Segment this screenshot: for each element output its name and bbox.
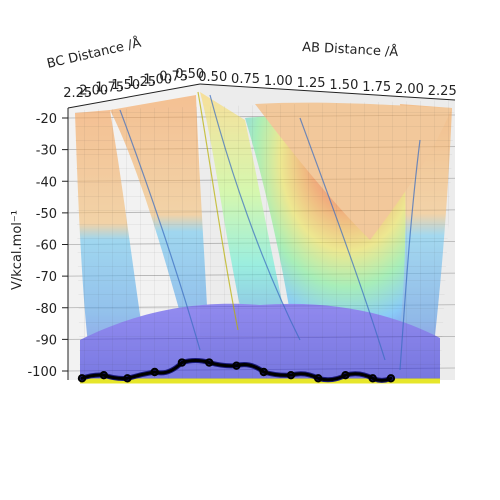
trajectory-path xyxy=(80,359,393,382)
x-tick-label: 2.25 xyxy=(428,84,457,99)
z-tick-label: -100 xyxy=(27,365,57,380)
z-tick-label: -20 xyxy=(36,112,57,127)
x-tick-label: 1.25 xyxy=(297,76,326,91)
trajectory-point xyxy=(314,374,323,383)
y-tick-label: 2.25 xyxy=(63,86,92,101)
trajectory-point xyxy=(368,374,377,383)
y-tick-label: 1.00 xyxy=(143,72,172,87)
x-tick-label: 1.00 xyxy=(264,74,293,89)
top-axes xyxy=(67,83,456,109)
trajectory-line xyxy=(77,358,396,383)
z-tick-label: -60 xyxy=(36,239,57,254)
x-tick-label: 2.00 xyxy=(395,82,424,97)
z-tick-label: -70 xyxy=(36,270,57,285)
y-axis-ticks: 2.252.001.751.501.251.000.750.50 xyxy=(63,67,204,101)
z-tick-label: -40 xyxy=(36,175,57,190)
x-tick-label: 1.75 xyxy=(362,80,391,95)
x-tick-label: 0.75 xyxy=(231,72,260,87)
x-tick-label: 1.50 xyxy=(329,78,358,93)
trajectory-point xyxy=(150,367,159,377)
trajectory-point xyxy=(205,358,214,367)
y-tick-label: 1.25 xyxy=(127,75,156,90)
trajectory-point xyxy=(386,374,396,383)
z-axis-title: V/kcal.mol⁻¹ xyxy=(10,210,25,290)
trajectory-point xyxy=(259,367,268,377)
surface-ridges xyxy=(119,91,421,371)
trajectory-point xyxy=(286,370,296,380)
trajectory-point xyxy=(77,374,87,383)
trajectory-point xyxy=(177,358,187,367)
y-tick-label: 2.00 xyxy=(79,83,108,98)
x-axis-ticks: 0.50 0.75 1.00 1.25 1.50 1.75 2.00 2.25 xyxy=(198,70,456,99)
z-tick-label: -90 xyxy=(36,333,57,348)
trajectory-point xyxy=(341,370,350,380)
y-tick-label: 1.75 xyxy=(95,81,124,96)
x-axis-title: AB Distance /Å xyxy=(302,39,399,60)
z-tick-label: -80 xyxy=(36,302,57,317)
y-tick-label: 1.50 xyxy=(111,78,140,93)
trajectory-point xyxy=(123,374,132,383)
y-tick-label: 0.50 xyxy=(175,67,204,82)
z-tick-label: -50 xyxy=(36,207,57,222)
trajectory-point xyxy=(232,361,241,370)
x-tick-label: 0.50 xyxy=(198,70,227,85)
y-tick-label: 0.75 xyxy=(159,70,188,85)
trajectory-point xyxy=(99,370,109,380)
z-axis: -20 -30 -40 -50 -60 -70 -80 -90 -100 xyxy=(27,108,69,380)
y-axis-title: BC Distance /Å xyxy=(45,35,142,72)
z-tick-label: -30 xyxy=(36,144,57,159)
surface-mesh xyxy=(75,100,455,380)
